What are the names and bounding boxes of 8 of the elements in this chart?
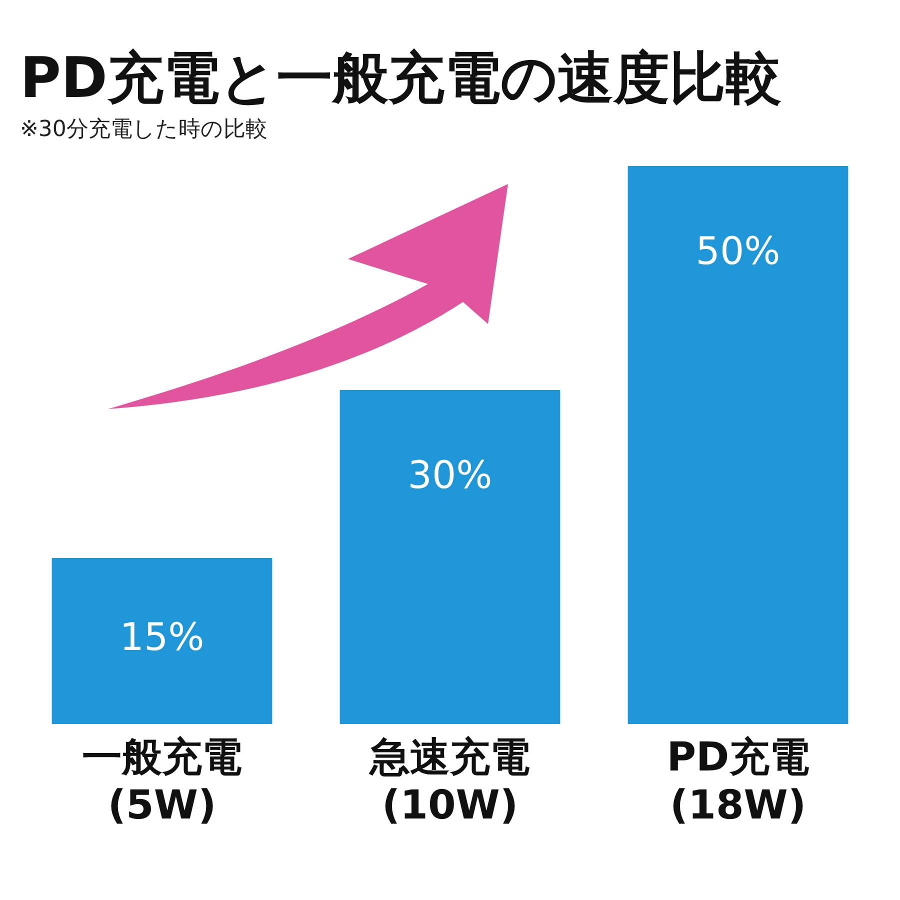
x-tick-label: 急速充電 (10W) [368,734,530,828]
data-label: 50% [696,228,780,272]
data-label: 30% [408,452,492,496]
x-tick-label: PD充電 (18W) [666,734,810,828]
chart-title: PD充電と一般充電の速度比較 [19,45,783,111]
x-tick-label: 一般充電 (5W) [82,734,242,828]
chart-subtitle: ※30分充電した時の比較 [19,116,268,144]
data-label: 15% [120,614,204,658]
